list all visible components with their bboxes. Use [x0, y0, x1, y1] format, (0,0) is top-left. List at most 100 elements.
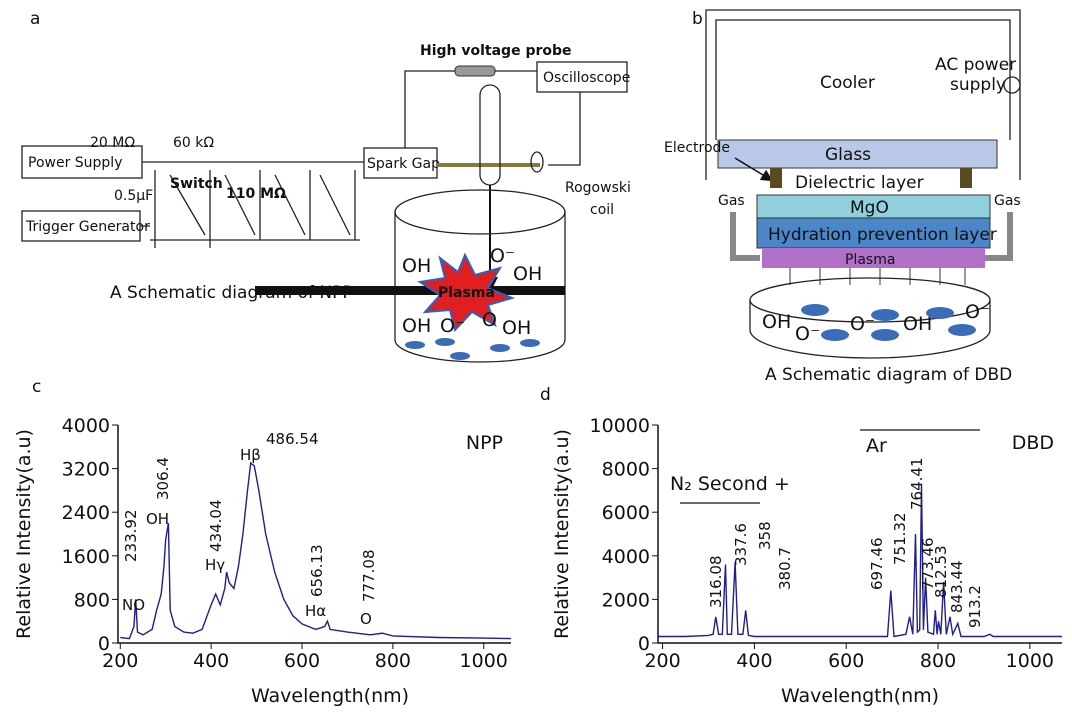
annotation: 773.46	[919, 538, 937, 591]
annotation: N₂ Second +	[670, 473, 790, 495]
series-label: NPP	[466, 432, 503, 454]
annotation: 337.6	[732, 523, 750, 566]
npp-diagram: High voltage probe Oscilloscope Power Su…	[21, 43, 631, 363]
panel-label: d	[540, 385, 551, 405]
ion: OH	[762, 311, 791, 333]
label: Plasma	[438, 285, 495, 301]
annotation: 777.08	[360, 550, 378, 603]
y-tick-label: 2000	[602, 589, 650, 611]
y-axis-label: Relative Intensity(a.u)	[13, 429, 35, 639]
series-label: DBD	[1012, 432, 1054, 454]
annotation: O	[360, 610, 372, 628]
y-tick-label: 0	[638, 633, 650, 655]
label: supply	[950, 75, 1006, 95]
annotation: OH	[146, 510, 169, 528]
label: Trigger Generator	[25, 219, 150, 235]
label: Glass	[825, 145, 871, 165]
y-axis-label: Relative Intensity(a.u)	[551, 429, 573, 639]
caption: A Schematic diagram of DBD	[765, 365, 1012, 385]
ion: O⁻	[440, 315, 465, 337]
label: AC power	[935, 55, 1016, 75]
caption: A Schematic diagram of NPP	[110, 283, 353, 303]
y-tick-label: 0	[98, 633, 110, 655]
y-tick-label: 1600	[62, 546, 110, 568]
label: Hydration prevention layer	[768, 225, 997, 245]
label: Dielectric layer	[795, 173, 924, 193]
x-tick-label: 600	[284, 650, 320, 672]
annotation: Ar	[866, 435, 887, 457]
y-tick-label: 800	[74, 589, 110, 611]
annotation: 913.2	[966, 585, 984, 628]
label: High voltage probe	[420, 43, 572, 59]
x-tick-label: 200	[102, 650, 138, 672]
label: Electrode	[664, 140, 730, 156]
y-tick-label: 6000	[602, 502, 650, 524]
label: Power Supply	[28, 155, 123, 171]
label: Cooler	[820, 73, 875, 93]
annotation: 486.54	[266, 430, 319, 448]
ion: OH	[513, 263, 542, 285]
label: 60 kΩ	[173, 135, 214, 151]
label: Gas	[994, 193, 1021, 209]
annotation: Hα	[305, 602, 326, 620]
x-tick-label: 400	[193, 650, 229, 672]
ion: O⁻	[795, 323, 820, 345]
panel-label: a	[30, 9, 40, 29]
annotation: 434.04	[207, 500, 225, 553]
annotation: 380.7	[776, 547, 794, 590]
label: MgO	[850, 198, 889, 218]
annotation: 697.46	[868, 538, 886, 591]
x-tick-label: 200	[644, 650, 680, 672]
annotation: 843.44	[948, 561, 966, 614]
y-tick-label: 8000	[602, 459, 650, 481]
ion: OH	[402, 315, 431, 337]
ion: O⁻	[965, 301, 990, 323]
label: 20 MΩ	[90, 135, 135, 151]
label: 110 MΩ	[226, 186, 286, 202]
annotation: 233.92	[122, 510, 140, 563]
dbd-diagram: Cooler AC power supply Glass Electrode D…	[664, 9, 1021, 385]
y-tick-label: 10000	[590, 415, 650, 437]
annotation: 812.53	[932, 546, 950, 599]
annotation: 306.4	[154, 457, 172, 500]
panel-label: b	[692, 9, 703, 29]
annotation: 358	[756, 521, 774, 550]
label: Spark Gap	[367, 156, 440, 172]
label: 0.5μF	[114, 188, 153, 204]
x-tick-label: 800	[375, 650, 411, 672]
axis	[657, 425, 1062, 644]
annotation: 656.13	[308, 545, 326, 598]
y-tick-label: 2400	[62, 502, 110, 524]
y-tick-label: 3200	[62, 459, 110, 481]
label: Oscilloscope	[543, 70, 630, 86]
ion: O	[482, 309, 497, 331]
annotation: 316.08	[707, 556, 725, 609]
annotation: Hβ	[240, 446, 261, 464]
label: Gas	[718, 193, 745, 209]
annotation: NO	[122, 596, 145, 614]
x-tick-label: 600	[828, 650, 864, 672]
x-axis-label: Wavelength(nm)	[251, 685, 409, 707]
label: Plasma	[845, 252, 895, 268]
label: Rogowski	[565, 180, 631, 196]
spectrum-line	[120, 461, 512, 640]
ion: OH	[502, 317, 531, 339]
annotation: 751.32	[891, 513, 909, 566]
x-tick-label: 800	[920, 650, 956, 672]
spectrum-line	[658, 483, 1062, 638]
label: coil	[590, 202, 614, 218]
ion: OH	[903, 313, 932, 335]
x-tick-label: 400	[736, 650, 772, 672]
label: Switch	[170, 176, 223, 192]
annotation: 764.41	[908, 458, 926, 511]
x-tick-label: 1000	[460, 650, 508, 672]
ion: O⁻	[850, 313, 875, 335]
panel-label: c	[32, 377, 41, 397]
box	[536, 61, 628, 93]
ion: OH	[402, 255, 431, 277]
ion: O⁻	[490, 245, 515, 267]
y-tick-label: 4000	[602, 546, 650, 568]
y-tick-label: 4000	[62, 415, 110, 437]
annotation: Hγ	[205, 556, 225, 574]
